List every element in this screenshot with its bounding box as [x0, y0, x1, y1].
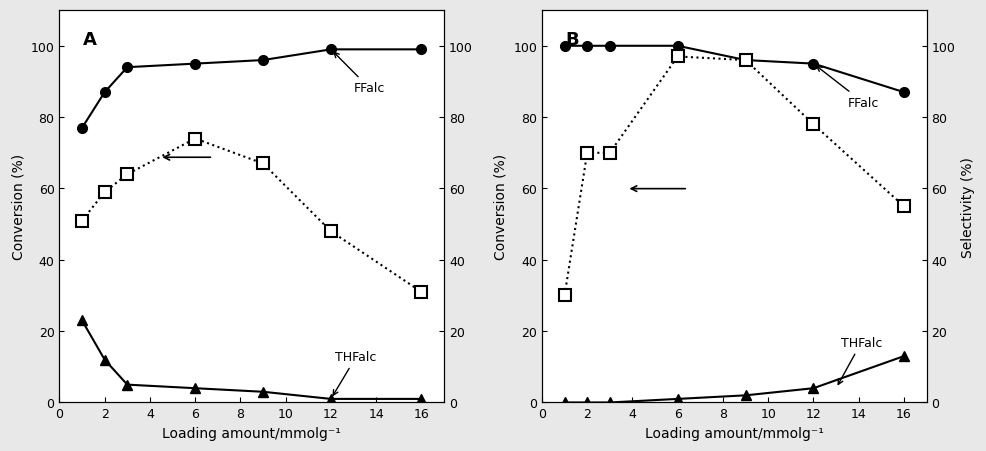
X-axis label: Loading amount/mmolg⁻¹: Loading amount/mmolg⁻¹ [163, 426, 341, 440]
Text: B: B [565, 31, 579, 49]
Text: THFalc: THFalc [838, 336, 882, 385]
Text: FFalc: FFalc [816, 67, 879, 110]
Y-axis label: Conversion (%): Conversion (%) [494, 154, 508, 260]
Text: A: A [83, 31, 97, 49]
Y-axis label: Conversion (%): Conversion (%) [11, 154, 25, 260]
Text: FFalc: FFalc [334, 53, 385, 95]
Y-axis label: Selectivity (%): Selectivity (%) [961, 156, 975, 257]
Text: THFalc: THFalc [333, 350, 377, 396]
X-axis label: Loading amount/mmolg⁻¹: Loading amount/mmolg⁻¹ [645, 426, 823, 440]
